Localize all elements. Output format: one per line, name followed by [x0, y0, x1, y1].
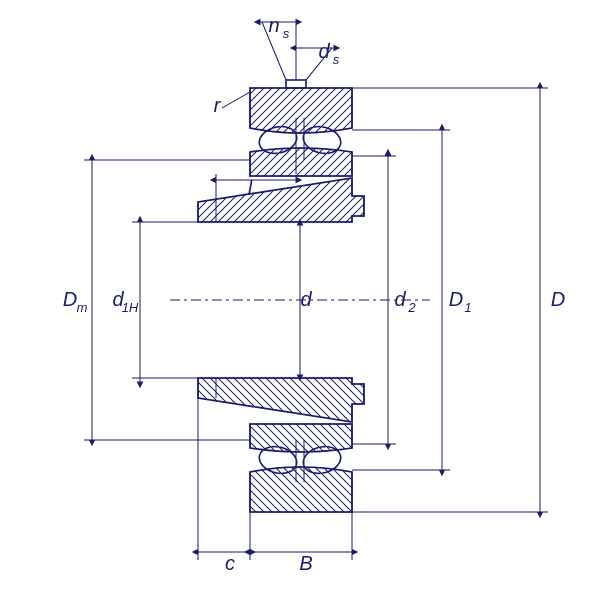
label-d1H: d1H	[112, 289, 138, 315]
upper-half	[198, 80, 364, 222]
label-d: d	[300, 289, 312, 311]
label-B: B	[299, 553, 312, 575]
lower-half	[198, 378, 364, 512]
label-c: c	[225, 553, 235, 575]
label-ns: ns	[268, 15, 289, 41]
bearing-section-diagram: ns ds r Dm d1H l d d2 D1 D c B	[0, 0, 600, 600]
label-D1: D1	[449, 289, 472, 315]
label-Dm: Dm	[63, 289, 88, 315]
label-l: l	[248, 178, 253, 200]
label-ds: ds	[318, 41, 339, 67]
label-d2: d2	[394, 289, 416, 315]
label-D: D	[551, 289, 565, 311]
label-r: r	[214, 95, 222, 117]
